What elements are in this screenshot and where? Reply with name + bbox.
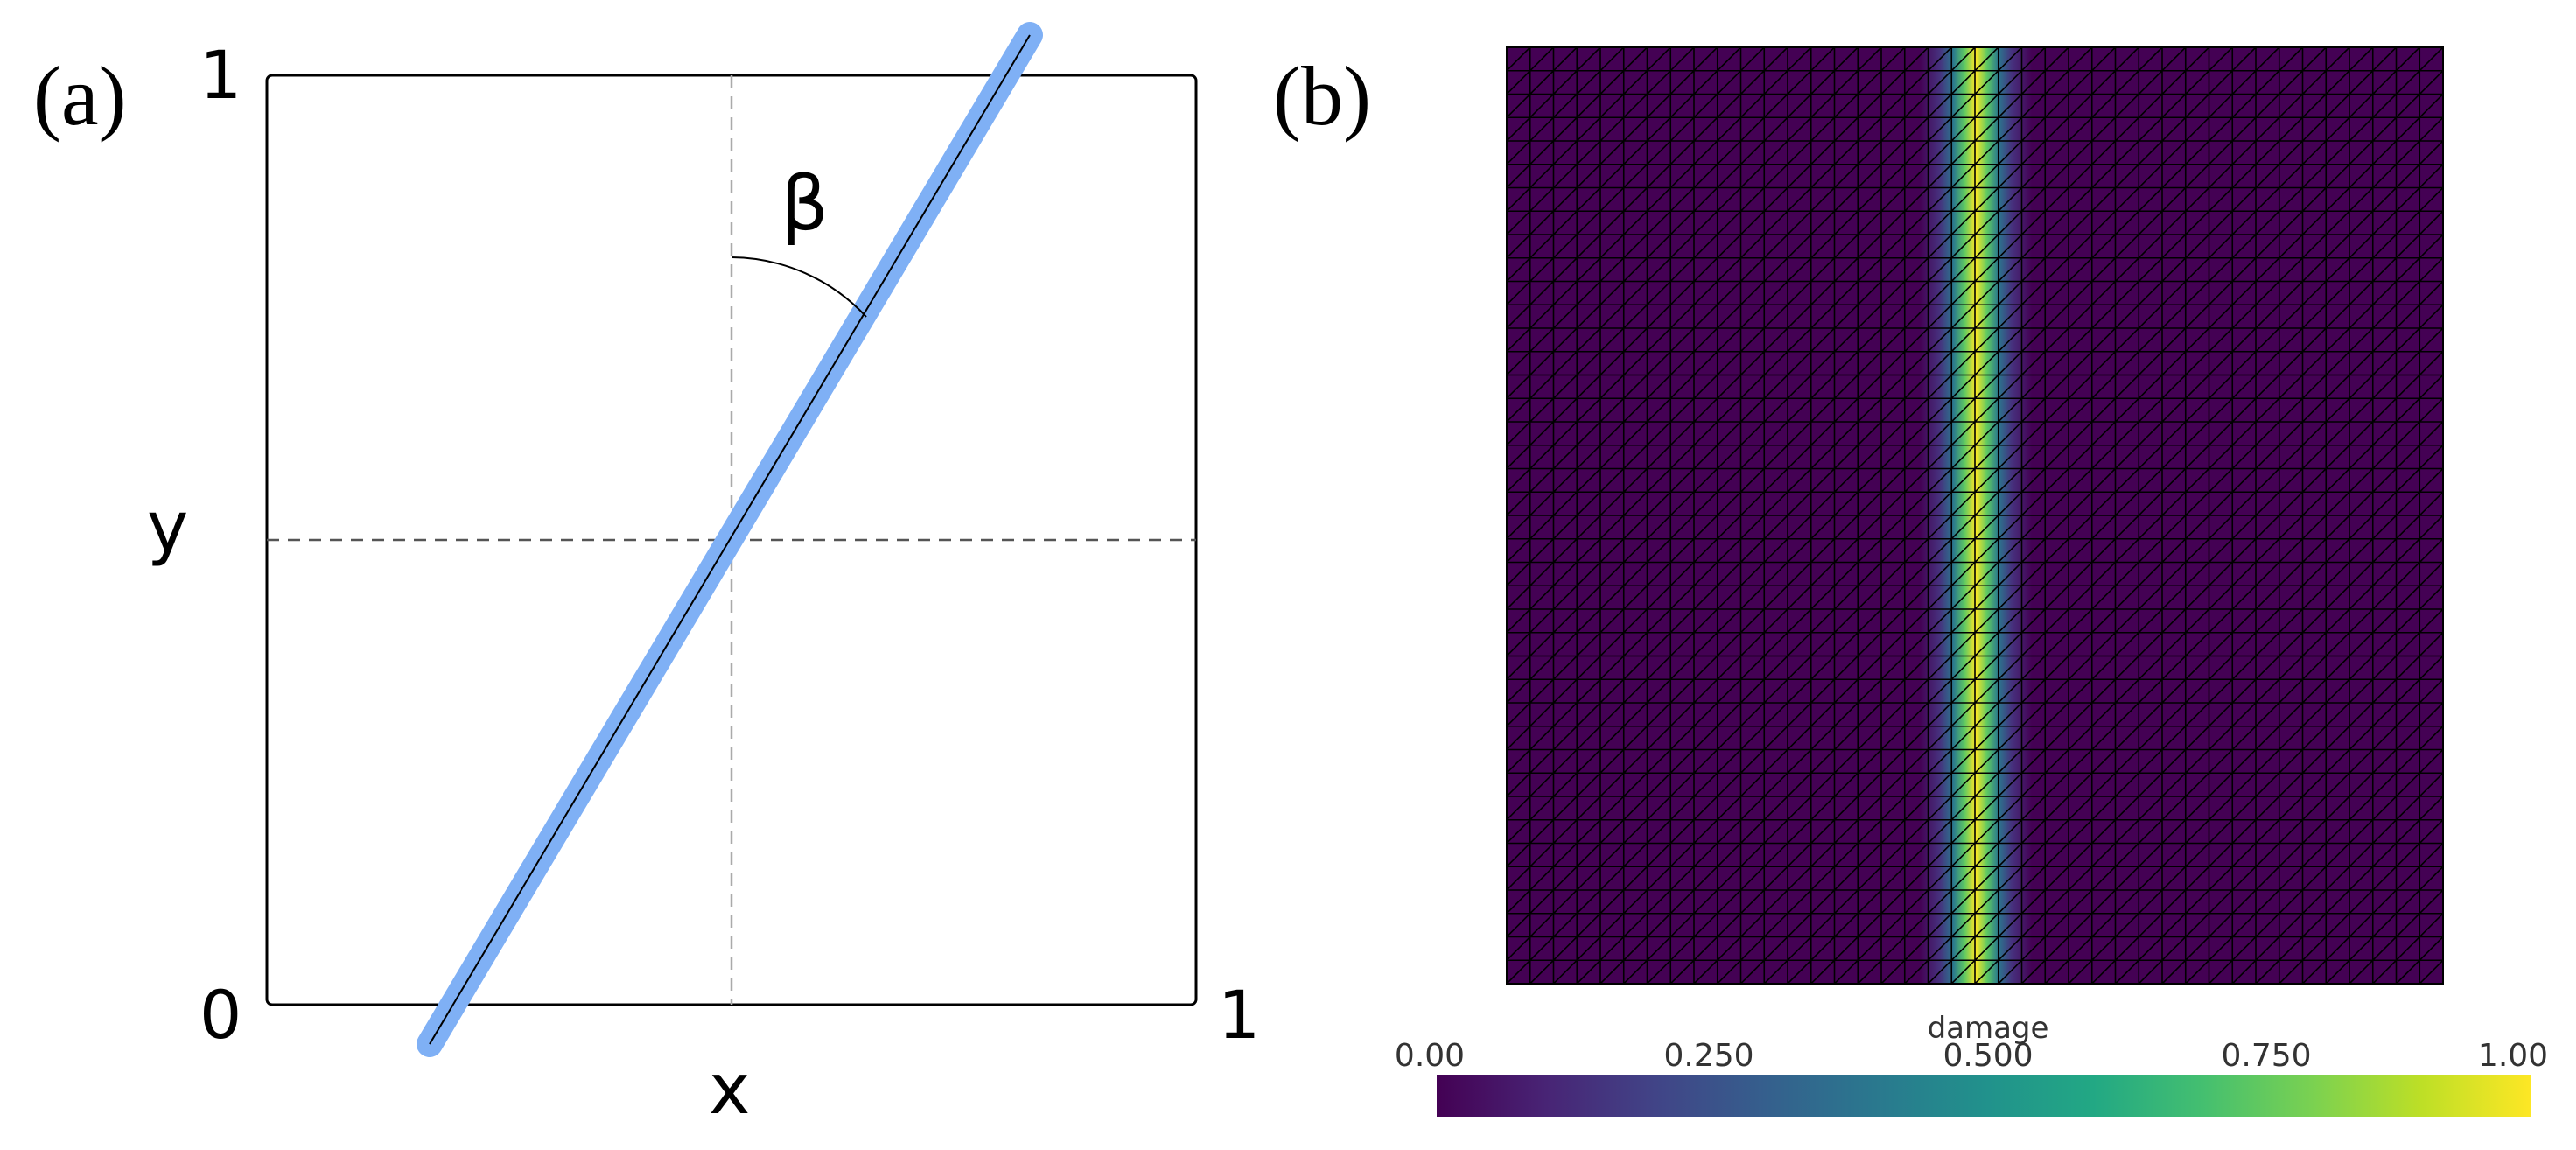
crack-centerline (429, 34, 1031, 1045)
panel-b: (b) damage 0.00 0.250 0.500 0.750 1.00 (1273, 46, 2548, 1117)
colorbar-tick-2: 0.500 (1942, 1038, 2033, 1074)
panel-a-label: (a) (33, 49, 127, 143)
triangle-mesh (1507, 47, 2443, 984)
mesh-lines (1507, 47, 2443, 984)
damage-field (1506, 46, 2444, 985)
colorbar: damage 0.00 0.250 0.500 0.750 1.00 (1395, 1011, 2548, 1117)
colorbar-tick-3: 0.750 (2221, 1038, 2311, 1074)
panel-b-label: (b) (1273, 49, 1371, 143)
tick-origin: 0 (200, 976, 242, 1054)
colorbar-gradient (1437, 1075, 2530, 1117)
tick-x-max: 1 (1218, 976, 1260, 1054)
colorbar-tick-1: 0.250 (1663, 1038, 1754, 1074)
colorbar-tick-4: 1.00 (2478, 1038, 2548, 1074)
mesh-border (1506, 46, 2444, 985)
y-axis-label: y (147, 487, 188, 568)
angle-arc (731, 256, 867, 318)
colorbar-title: damage (1928, 1011, 2049, 1046)
colorbar-tick-0: 0.00 (1395, 1038, 1465, 1074)
x-axis-label: x (709, 1048, 750, 1130)
tick-y-max: 1 (200, 36, 242, 114)
panel-a: (a) β 1 0 1 y x (33, 22, 1260, 1130)
angle-beta-label: β (780, 160, 829, 248)
